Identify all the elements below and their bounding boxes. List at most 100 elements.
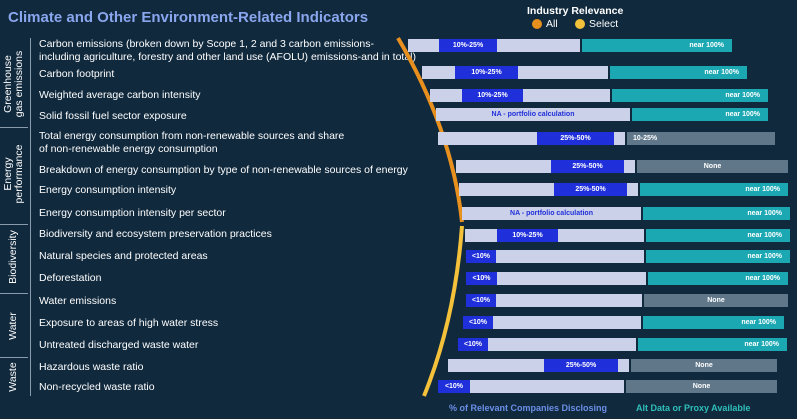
disclosing-bar-highlight (551, 160, 624, 173)
proxy-bar (610, 66, 747, 79)
proxy-value-label: None (692, 383, 711, 390)
row-label: Biodiversity and ecosystem preservation … (39, 228, 272, 240)
proxy-value-label: None (707, 297, 725, 304)
disclosing-bar (462, 207, 641, 220)
disclosing-value-label: 25%-50% (575, 186, 606, 193)
proxy-bar (646, 250, 790, 263)
proxy-bar (637, 160, 788, 173)
disclosing-value-label: NA - portfolio calculation (510, 210, 593, 217)
disclosing-value-label: 10%-25% (452, 42, 484, 49)
legend-item-all: All (532, 18, 558, 30)
proxy-bar (646, 229, 790, 242)
proxy-bar (643, 207, 790, 220)
disclosing-value-label: 10%-25% (512, 232, 543, 239)
disclosing-value-label: 25%-50% (560, 135, 591, 142)
legend-label-select: Select (589, 18, 619, 30)
row-label: Weighted average carbon intensity (39, 89, 201, 101)
row-label: Hazardous waste ratio (39, 361, 144, 373)
row-label: Breakdown of energy consumption by type … (39, 164, 408, 176)
proxy-bar (626, 380, 777, 393)
disclosing-bar-highlight (537, 132, 614, 145)
disclosing-value-label: 25%-50% (565, 362, 597, 369)
disclosing-bar (466, 250, 644, 263)
disclosing-value-label: <10% (444, 383, 464, 390)
disclosing-bar (463, 316, 641, 329)
legend-label-all: All (546, 18, 558, 30)
proxy-value-label: near 100% (725, 111, 760, 118)
row-label: Deforestation (39, 272, 102, 284)
proxy-value-label: near 100% (747, 232, 782, 239)
row-label: Energy consumption intensity (39, 184, 177, 196)
proxy-value-label: near 100% (745, 186, 780, 193)
proxy-bar (644, 294, 788, 307)
proxy-bar (612, 89, 768, 102)
disclosing-bar-highlight (554, 183, 627, 196)
relevance-arc-select (422, 225, 464, 397)
proxy-bar (640, 183, 788, 196)
disclosing-bar (436, 108, 630, 121)
disclosing-value-label: <10% (463, 341, 483, 348)
legend-dot-select-icon (575, 19, 585, 29)
relevance-arc-all (396, 36, 464, 223)
proxy-value-label: near 100% (744, 341, 779, 348)
disclosing-bar-highlight (544, 359, 618, 372)
disclosing-bar-highlight (439, 39, 497, 52)
proxy-value-label: near 100% (704, 69, 739, 76)
row-label: Untreated discharged waste water (39, 339, 199, 351)
disclosing-bar-highlight (466, 250, 496, 263)
disclosing-bar-highlight (463, 316, 493, 329)
category-divider (0, 224, 28, 225)
disclosing-bar (466, 294, 642, 307)
proxy-bar (638, 338, 787, 351)
disclosing-bar-highlight (458, 338, 488, 351)
disclosing-value-label: <10% (472, 275, 491, 282)
disclosing-bar-highlight (466, 294, 496, 307)
proxy-value-label: None (703, 163, 722, 170)
row-label: Natural species and protected areas (39, 250, 208, 262)
row-label: Carbon emissions (broken down by Scope 1… (39, 38, 417, 63)
category-divider (0, 127, 28, 128)
proxy-value-label: near 100% (745, 275, 780, 282)
proxy-value-label: None (695, 362, 713, 369)
proxy-bar (648, 272, 788, 285)
disclosing-bar (466, 272, 646, 285)
disclosing-bar-highlight (455, 66, 518, 79)
chart-title: Climate and Other Environment-Related In… (8, 9, 369, 26)
disclosing-value-label: <10% (468, 319, 488, 326)
category-vertical-rule (30, 38, 31, 396)
disclosing-bar-highlight (462, 89, 523, 102)
proxy-value-label: near 100% (725, 92, 760, 99)
disclosing-bar-highlight (438, 380, 470, 393)
category-divider (0, 293, 28, 294)
legend-title: Industry Relevance (527, 5, 624, 17)
disclosing-value-label: 25%-50% (572, 163, 603, 170)
disclosing-value-label: <10% (471, 253, 491, 260)
category-divider (0, 357, 28, 358)
proxy-value-label: near 100% (747, 210, 782, 217)
disclosing-value-label: 10%-25% (477, 92, 508, 99)
proxy-value-label: near 100% (741, 319, 776, 326)
disclosing-bar-highlight (466, 272, 497, 285)
proxy-bar (643, 316, 784, 329)
disclosing-value-label: <10% (471, 297, 491, 304)
row-label: Carbon footprint (39, 68, 115, 80)
footer-right-note: Alt Data or Proxy Available (636, 403, 751, 413)
row-label: Exposure to areas of high water stress (39, 317, 219, 329)
proxy-bar (632, 108, 768, 121)
proxy-bar (627, 132, 775, 145)
proxy-value-label: near 100% (689, 42, 724, 49)
row-label: Water emissions (39, 295, 117, 307)
disclosing-bar (458, 338, 636, 351)
disclosing-value-label: NA - portfolio calculation (491, 111, 575, 118)
footer-left-note: % of Relevant Companies Disclosing (449, 403, 608, 413)
row-label: Solid fossil fuel sector exposure (39, 110, 187, 122)
legend-item-select: Select (575, 18, 618, 30)
row-label: Total energy consumption from non-renewa… (39, 130, 345, 155)
proxy-bar (631, 359, 777, 372)
proxy-bar (582, 39, 732, 52)
disclosing-bar (438, 380, 624, 393)
row-label: Non-recycled waste ratio (39, 381, 155, 393)
disclosing-value-label: 10%-25% (471, 69, 502, 76)
